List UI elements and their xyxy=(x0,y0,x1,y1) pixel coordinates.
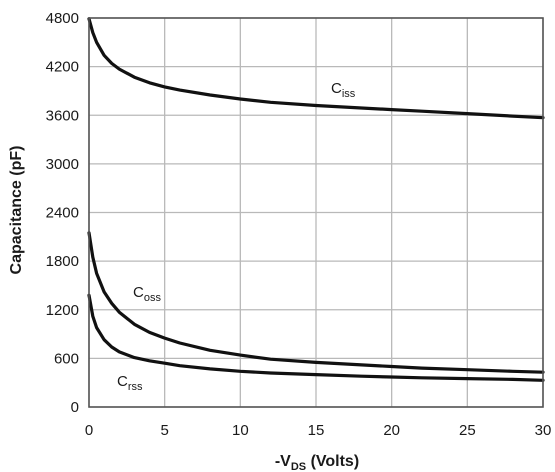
y-tick-label: 2400 xyxy=(46,205,79,222)
x-axis-title: -VDS (Volts) xyxy=(275,453,359,472)
x-tick-label: 5 xyxy=(160,422,168,439)
x-tick-label: 20 xyxy=(383,422,400,439)
x-axis-title-prefix: -V xyxy=(275,453,291,470)
series-line-ciss xyxy=(87,17,545,120)
series-label-crss: Crss xyxy=(117,373,143,393)
y-tick-label: 4200 xyxy=(46,59,79,76)
y-tick-label: 1800 xyxy=(46,253,79,270)
series-label-ciss: Ciss xyxy=(331,80,356,100)
series-lines xyxy=(87,17,545,382)
plot-frame xyxy=(88,17,544,408)
series-label-coss: Coss xyxy=(133,284,161,304)
y-axis-title: Capacitance (pF) xyxy=(8,146,25,275)
x-tick-label: 0 xyxy=(85,422,93,439)
y-tick-label: 3000 xyxy=(46,156,79,173)
y-tick-label: 4800 xyxy=(46,10,79,27)
y-tick-label: 600 xyxy=(54,350,79,367)
x-tick-label: 15 xyxy=(308,422,325,439)
x-axis-title-suffix: (Volts) xyxy=(306,453,359,470)
y-tick-label: 3600 xyxy=(46,107,79,124)
grid-lines xyxy=(88,17,544,408)
series-labels: Ciss Coss Crss xyxy=(117,80,356,393)
x-tick-label: 25 xyxy=(459,422,476,439)
x-axis-title-subscript: DS xyxy=(291,461,306,472)
y-tick-labels: 0 600 1200 1800 2400 3000 3600 4200 4800 xyxy=(46,10,79,416)
y-tick-label: 1200 xyxy=(46,302,79,319)
x-tick-label: 10 xyxy=(232,422,249,439)
x-tick-label: 30 xyxy=(535,422,552,439)
x-tick-labels: 0 5 10 15 20 25 30 xyxy=(85,422,552,439)
series-line-crss xyxy=(87,293,545,382)
series-line-coss xyxy=(87,231,545,374)
y-tick-label: 0 xyxy=(71,399,79,416)
